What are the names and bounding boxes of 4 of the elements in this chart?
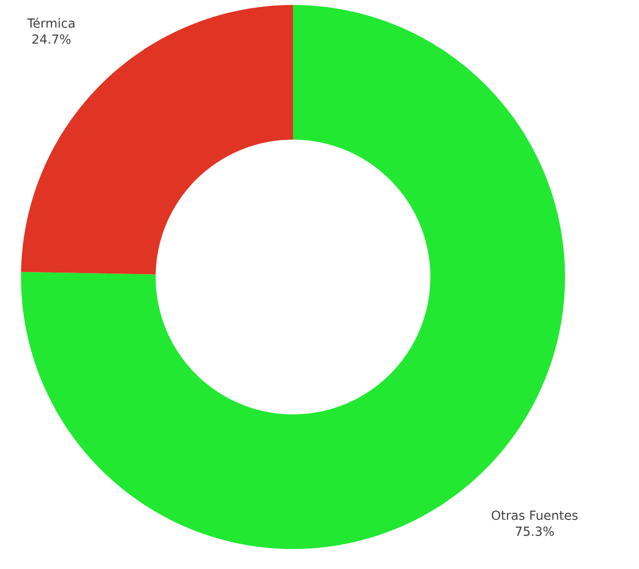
data-label: 24.7% <box>32 34 71 44</box>
slice-label: Otras Fuentes <box>492 510 578 520</box>
slice-label: Térmica <box>27 18 74 28</box>
data-label: 75.3% <box>516 526 554 536</box>
